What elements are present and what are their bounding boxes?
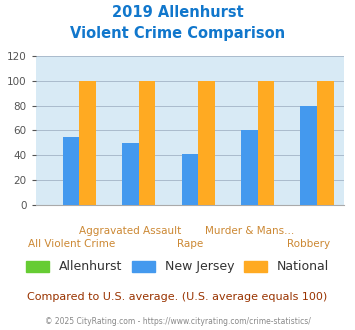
Bar [122,143,139,205]
Text: Violent Crime Comparison: Violent Crime Comparison [70,26,285,41]
Legend: Allenhurst, New Jersey, National: Allenhurst, New Jersey, National [21,255,334,279]
Text: 2019 Allenhurst: 2019 Allenhurst [111,5,244,20]
Bar [63,137,80,205]
Bar [241,130,258,205]
Bar [198,81,215,205]
Text: Compared to U.S. average. (U.S. average equals 100): Compared to U.S. average. (U.S. average … [27,292,328,302]
Text: Robbery: Robbery [287,239,330,249]
Bar [300,106,317,205]
Bar [139,81,155,205]
Text: All Violent Crime: All Violent Crime [27,239,115,249]
Text: © 2025 CityRating.com - https://www.cityrating.com/crime-statistics/: © 2025 CityRating.com - https://www.city… [45,317,310,326]
Bar [80,81,96,205]
Text: Murder & Mans...: Murder & Mans... [205,226,294,236]
Text: Rape: Rape [177,239,203,249]
Text: Aggravated Assault: Aggravated Assault [80,226,182,236]
Bar [182,154,198,205]
Bar [317,81,334,205]
Bar [258,81,274,205]
